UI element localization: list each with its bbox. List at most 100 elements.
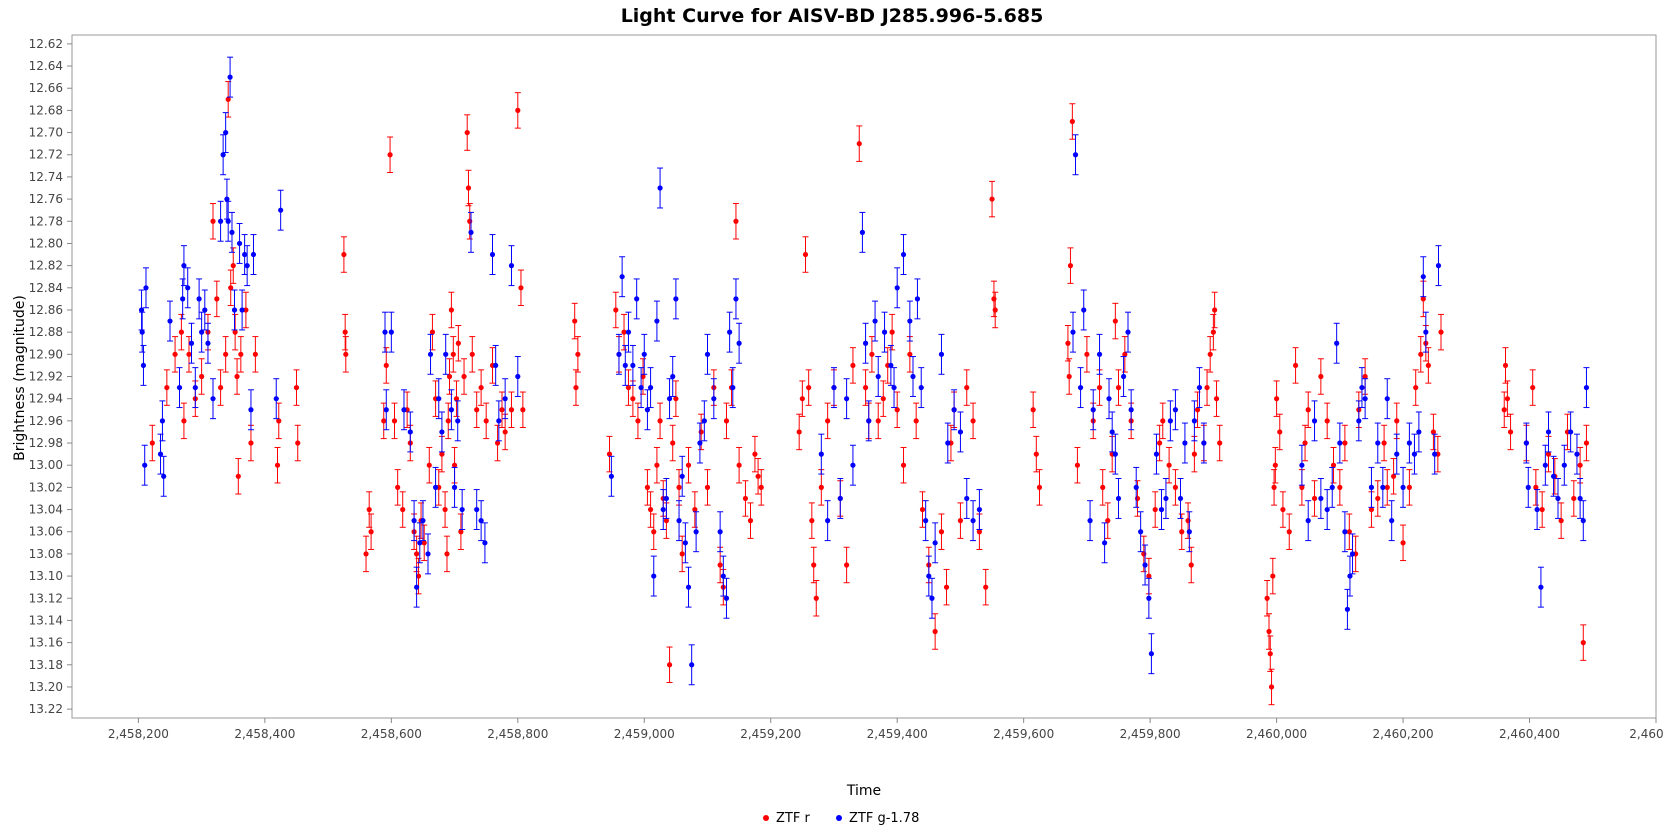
data-point [160, 455, 167, 497]
data-point [875, 402, 882, 440]
data-marker [1066, 373, 1072, 380]
data-marker [199, 329, 205, 335]
data-point [459, 489, 466, 531]
data-marker [178, 329, 184, 335]
data-point [1317, 478, 1324, 519]
data-point [925, 555, 932, 597]
data-point [1412, 369, 1419, 406]
data-marker [1329, 484, 1335, 490]
data-marker [1115, 495, 1122, 502]
data-marker [1280, 506, 1286, 513]
data-marker [644, 484, 651, 490]
data-point [676, 469, 683, 506]
data-marker [483, 418, 489, 424]
data-point [204, 322, 211, 364]
data-point [1400, 466, 1407, 508]
data-marker [889, 329, 895, 335]
data-point [425, 533, 432, 575]
data-point [368, 513, 375, 550]
data-point [1425, 347, 1432, 384]
data-point [1406, 422, 1413, 464]
data-point [1115, 369, 1122, 406]
data-marker [223, 129, 229, 136]
data-point [1583, 424, 1590, 462]
data-point [1112, 433, 1119, 475]
y-axis: 12.62 12.64 12.66 12.68 12.70 12.72 12.74 12.76… [29, 37, 72, 716]
data-point [688, 644, 695, 686]
data-marker [217, 218, 224, 224]
legend-marker-ztf-g [836, 815, 842, 821]
data-marker [444, 551, 450, 557]
data-marker [613, 307, 619, 313]
data-point [1067, 247, 1074, 284]
data-point [448, 389, 455, 431]
data-marker [232, 329, 238, 335]
data-marker [1069, 118, 1075, 125]
data-point [1145, 577, 1152, 619]
data-marker [188, 340, 195, 346]
data-marker [1525, 484, 1531, 490]
data-marker [1172, 484, 1179, 490]
data-point [872, 300, 879, 342]
data-point [621, 313, 628, 351]
data-point [810, 546, 817, 584]
data-point [242, 291, 249, 329]
data-marker [1432, 451, 1438, 457]
x-tick-label: 2,460,000 [1246, 727, 1307, 741]
data-marker [1577, 495, 1583, 502]
data-point [736, 322, 743, 364]
data-marker [644, 407, 651, 413]
data-marker [1210, 329, 1216, 335]
data-marker [1128, 407, 1134, 413]
data-marker [1501, 407, 1507, 413]
data-marker [1545, 429, 1552, 435]
data-marker [448, 307, 455, 313]
data-marker [704, 484, 711, 490]
data-marker [387, 152, 393, 158]
data-point [1072, 134, 1079, 176]
y-tick-label: 13.14 [29, 613, 63, 627]
data-marker [717, 529, 723, 535]
data-point [1188, 546, 1195, 584]
data-marker [875, 373, 881, 380]
data-marker [1134, 495, 1141, 502]
data-point [1166, 446, 1173, 484]
data-point [918, 367, 925, 409]
data-point [796, 413, 803, 451]
data-marker [1384, 484, 1390, 490]
data-marker [682, 540, 688, 546]
data-marker [1196, 384, 1203, 391]
data-marker [1523, 440, 1529, 446]
data-point [387, 136, 394, 173]
data-marker [910, 373, 916, 380]
data-marker [945, 440, 951, 446]
data-marker [1146, 595, 1152, 601]
data-point [1178, 513, 1185, 550]
data-marker [1030, 407, 1036, 413]
data-marker [1318, 495, 1324, 502]
data-marker [1036, 484, 1043, 490]
data-point [275, 402, 282, 440]
data-marker [172, 351, 178, 357]
data-marker [1574, 451, 1580, 457]
data-marker [733, 218, 739, 224]
data-marker [1102, 540, 1108, 546]
data-point [1504, 380, 1511, 417]
data-marker [157, 451, 164, 457]
data-point [1074, 446, 1081, 484]
data-point [419, 500, 426, 542]
data-point [963, 369, 970, 406]
data-marker [976, 506, 983, 513]
data-point [142, 267, 149, 309]
y-tick-label: 12.68 [29, 103, 63, 117]
data-point [454, 400, 461, 442]
y-tick-label: 13.04 [29, 503, 63, 517]
data-marker [231, 307, 238, 313]
data-marker [932, 540, 938, 546]
data-marker [1120, 373, 1127, 380]
data-point [1430, 413, 1437, 451]
data-marker [451, 462, 458, 468]
data-marker [711, 396, 717, 402]
data-marker [220, 152, 226, 158]
